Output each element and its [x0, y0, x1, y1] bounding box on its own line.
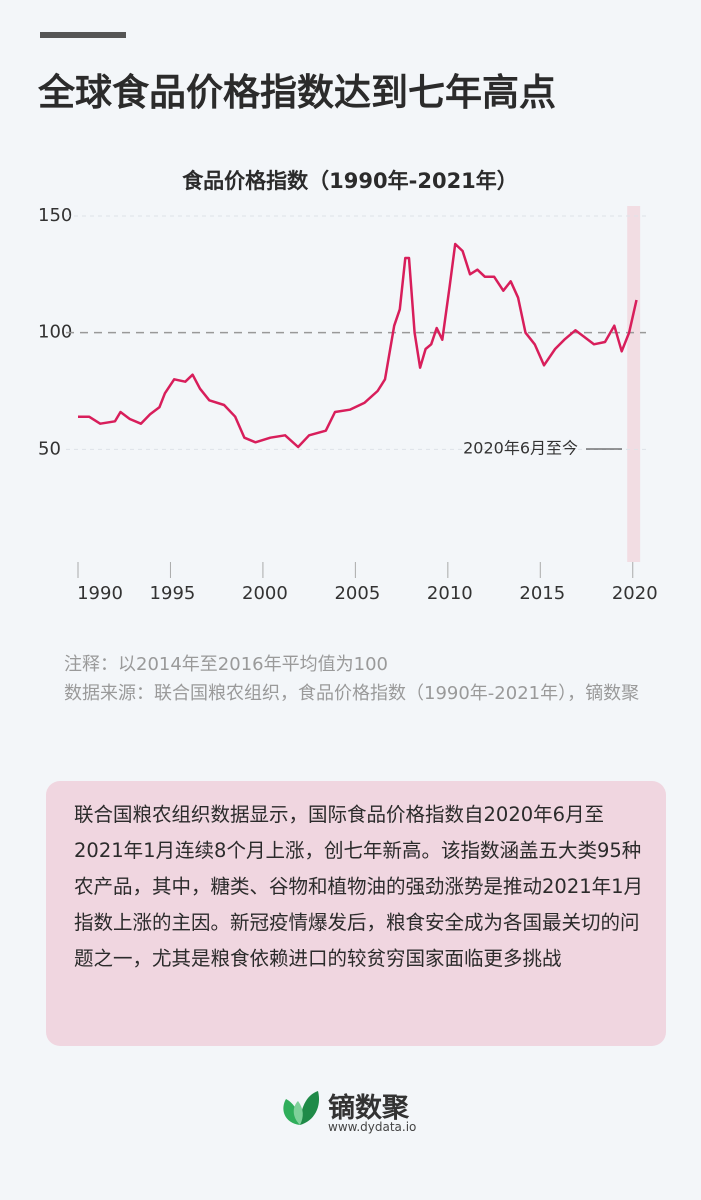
chart-title: 食品价格指数（1990年-2021年）	[182, 169, 518, 193]
note: 数据来源：联合国粮农组织，食品价格指数（1990年-2021年），镝数聚	[64, 683, 640, 704]
logo	[283, 1091, 320, 1125]
x-tick-label: 2010	[427, 583, 473, 604]
x-tick-label: 2005	[334, 583, 380, 604]
x-tick-label: 2000	[242, 583, 288, 604]
note: 注释：以2014年至2016年平均值为100	[64, 654, 388, 675]
x-tick-label: 1995	[150, 583, 196, 604]
notes: 注释：以2014年至2016年平均值为100 数据来源：联合国粮农组织，食品价格…	[64, 650, 674, 708]
annotation: 2020年6月至今	[463, 439, 578, 458]
x-tick-label: 2015	[519, 583, 565, 604]
brand-url: www.dydata.io	[328, 1120, 417, 1134]
data-line	[78, 242, 638, 449]
y-tick-label: 50	[38, 438, 61, 459]
x-tick-label: 2020	[612, 583, 658, 604]
chart: 食品价格指数（1990年-2021年） 50 100 150 1990 1995 2000…	[38, 169, 658, 604]
y-tick-label: 150	[38, 205, 72, 226]
brand-name: 镝数聚	[328, 1093, 409, 1124]
summary-text: 联合国粮农组织数据显示，国际食品价格指数自2020年6月至2021年1月连续8个…	[74, 803, 644, 970]
x-tick-label: 1990	[77, 583, 123, 604]
page-title: 全球食品价格指数达到七年高点	[38, 71, 556, 114]
summary-box: 联合国粮农组织数据显示，国际食品价格指数自2020年6月至2021年1月连续8个…	[46, 781, 666, 1046]
highlight-band	[627, 206, 641, 562]
top-bar	[40, 32, 126, 38]
y-tick-label: 100	[38, 322, 72, 343]
